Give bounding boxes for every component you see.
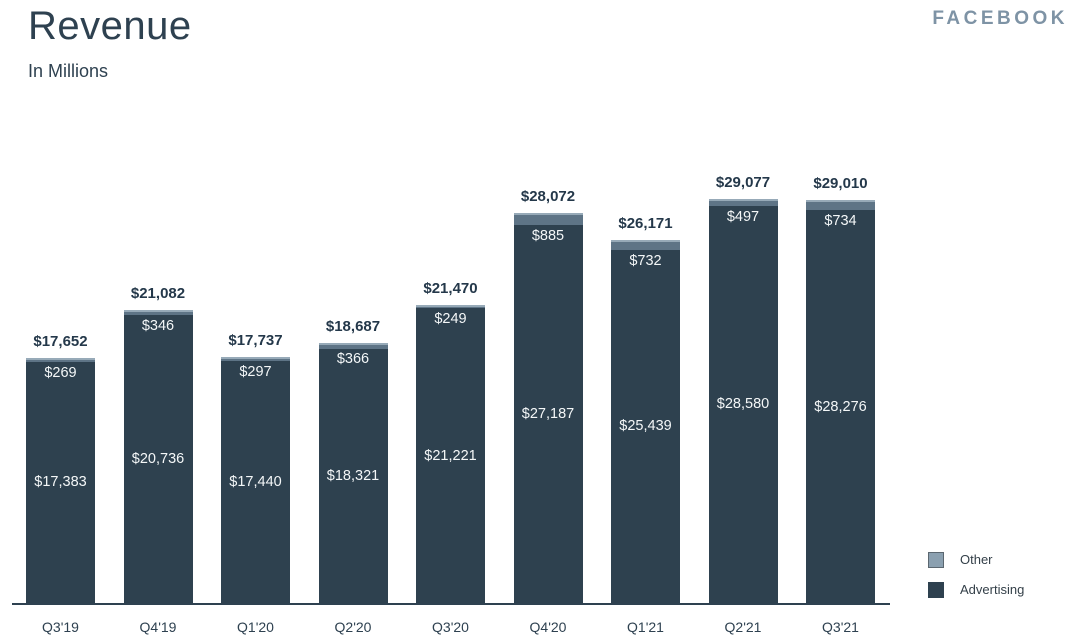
advertising-bar [221,356,290,603]
other-segment [513,213,583,226]
bar-group: $26,171 $732 $25,439 Q1'21 [611,215,680,635]
other-value-label: $346 [141,318,175,334]
advertising-bar [318,343,388,603]
advertising-value-label: $18,321 [326,467,380,484]
bar-group: $21,470 $249 $21,221 Q3'20 [416,280,485,635]
other-value-label: $732 [629,252,662,269]
total-label: $21,082 [130,285,186,303]
advertising-value-label: $20,736 [131,451,185,467]
advertising-bar [123,310,193,603]
advertising-value-label: $28,276 [814,398,867,415]
total-label: $29,010 [813,175,868,193]
page-title: Revenue [28,4,192,48]
bar-group: $29,010 $734 $28,276 Q3'21 [806,175,875,635]
plot-area: $17,652 $269 $17,383 Q3'19 $21,082 $346 $20,73… [12,150,890,635]
advertising-bar [806,200,875,603]
advertising-swatch-icon [928,581,944,598]
x-tick-label: Q1'20 [237,619,274,635]
advertising-value-label: $17,440 [229,473,282,490]
x-tick-label: Q1'21 [627,619,664,635]
total-label: $17,652 [33,332,88,350]
other-value-label: $885 [531,228,565,245]
x-tick-label: Q4'20 [529,619,567,635]
other-segment [708,199,778,206]
bar-group: $18,687 $366 $18,321 Q2'20 [318,318,388,635]
legend-label-other: Other [960,552,993,567]
total-label: $21,470 [423,279,478,297]
total-label: $17,737 [228,331,283,349]
advertising-bar [416,304,485,603]
x-tick-label: Q2'20 [334,619,372,635]
advertising-bar [611,239,680,603]
other-value-label: $734 [824,213,857,230]
facebook-logo: FACEBOOK [932,8,1068,29]
x-tick-label: Q4'19 [139,619,177,635]
other-segment [611,239,680,250]
legend-item-advertising: Advertising [928,581,1024,598]
bar-group: $29,077 $497 $28,580 Q2'21 [708,174,778,635]
x-tick-label: Q3'20 [432,619,469,635]
total-label: $29,077 [715,174,771,192]
other-segment [26,357,95,362]
other-segment [416,304,485,309]
advertising-value-label: $28,580 [716,396,770,413]
legend-item-other: Other [928,551,1024,568]
advertising-bar [26,357,95,603]
other-segment [123,310,193,315]
other-value-label: $366 [336,351,370,368]
advertising-value-label: $21,221 [424,447,477,464]
total-label: $26,171 [618,214,673,232]
legend-label-advertising: Advertising [960,582,1025,597]
bar-group: $17,652 $269 $17,383 Q3'19 [26,333,95,635]
legend: Other Advertising [928,551,1024,611]
advertising-bar [513,213,583,603]
other-swatch-icon [928,551,944,568]
bar-group: $28,072 $885 $27,187 Q4'20 [513,188,583,635]
advertising-value-label: $27,187 [521,406,575,423]
title-block: Revenue In Millions [28,4,192,82]
advertising-bar [708,199,778,603]
total-label: $28,072 [520,188,576,206]
other-segment [221,356,290,361]
total-label: $18,687 [325,318,381,336]
x-tick-label: Q3'19 [42,619,79,635]
other-value-label: $497 [726,209,760,225]
page-subtitle: In Millions [28,61,109,81]
other-segment [806,200,875,211]
advertising-value-label: $17,383 [34,474,87,491]
other-value-label: $249 [434,311,467,328]
bar-group: $17,737 $297 $17,440 Q1'20 [221,332,290,635]
other-value-label: $269 [44,364,77,381]
x-tick-label: Q3'21 [822,619,859,635]
x-tick-label: Q2'21 [724,619,762,635]
bar-group: $21,082 $346 $20,736 Q4'19 [123,285,193,635]
advertising-value-label: $25,439 [619,418,672,435]
other-value-label: $297 [239,363,272,380]
other-segment [318,343,388,349]
